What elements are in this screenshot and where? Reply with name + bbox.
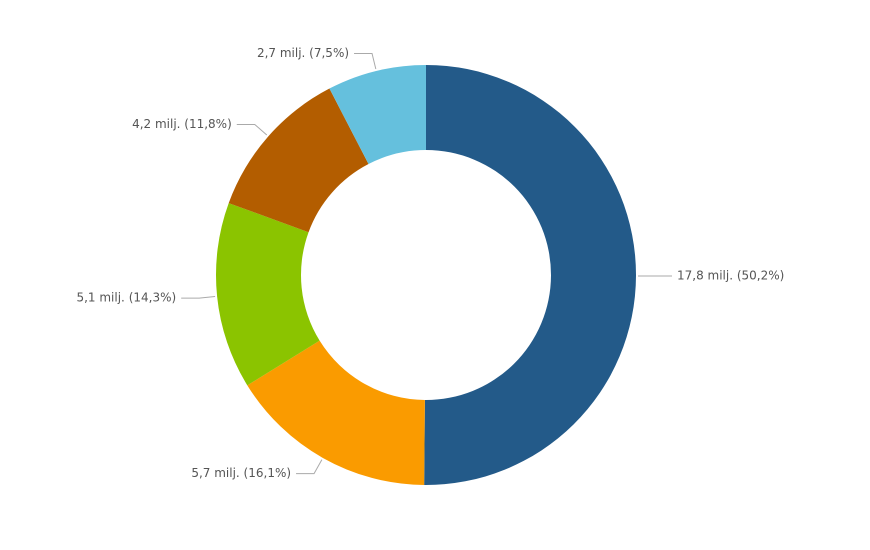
data-label: 5,1 milj. (14,3%): [76, 291, 176, 305]
leader-line: [296, 459, 323, 475]
leader-line: [236, 123, 268, 136]
data-label: 2,7 milj. (7,5%): [257, 46, 349, 60]
donut-slice: [424, 65, 636, 485]
data-label: 5,7 milj. (16,1%): [191, 466, 291, 480]
donut-slice: [216, 203, 320, 386]
data-label: 4,2 milj. (11,8%): [132, 117, 232, 131]
donut-slice: [228, 88, 369, 233]
donut-slice: [247, 340, 425, 485]
leader-line: [354, 52, 377, 70]
data-label: 17,8 milj. (50,2%): [677, 269, 784, 283]
donut-slice: [329, 65, 426, 165]
leader-line: [181, 296, 216, 299]
